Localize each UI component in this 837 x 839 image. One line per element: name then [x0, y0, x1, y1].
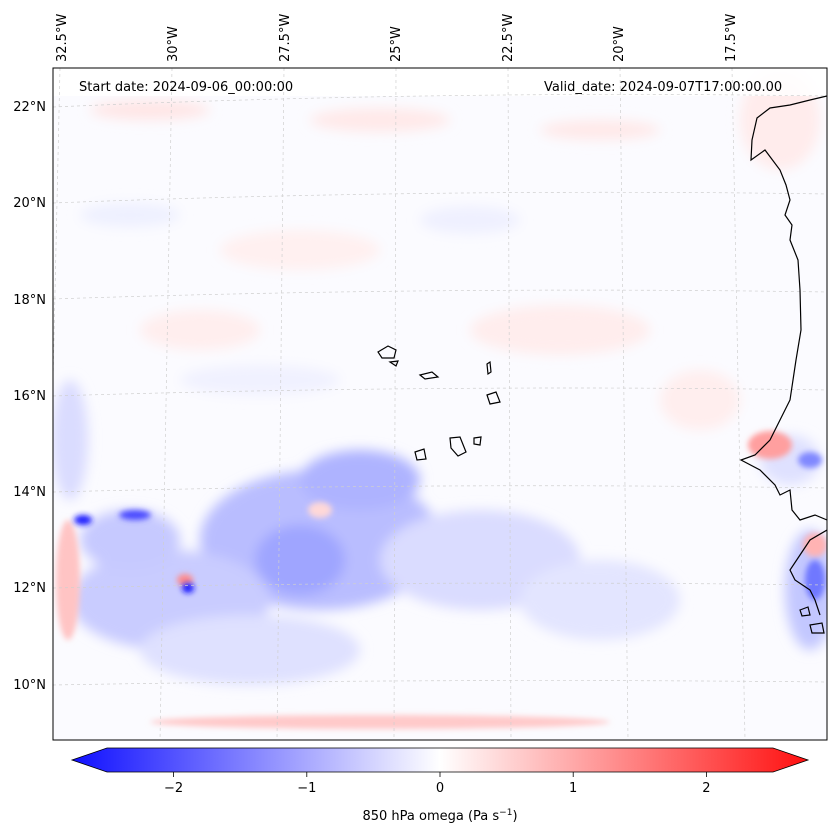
longitude-labels: 32.5°W 30°W 27.5°W 25°W 22.5°W 20°W 17.5…	[55, 14, 739, 62]
colorbar-tick-label: 1	[569, 781, 577, 796]
lon-label: 32.5°W	[55, 14, 70, 62]
lon-label: 17.5°W	[724, 14, 739, 62]
valid-date-label: Valid_date: 2024-09-07T17:00:00.00	[544, 80, 782, 95]
header-strip	[53, 68, 827, 96]
island-bijagos-1	[799, 606, 811, 617]
lat-label: 22°N	[13, 100, 46, 115]
island-maio	[473, 436, 482, 446]
lat-label: 10°N	[13, 678, 46, 693]
lat-label: 20°N	[13, 196, 46, 211]
island-sao-vicente	[388, 360, 399, 367]
colorbar-label: 850 hPa omega (Pa s−1)	[362, 808, 517, 824]
colorbar-bar	[70, 747, 810, 773]
lon-label: 27.5°W	[278, 14, 293, 62]
gridlines	[53, 68, 827, 740]
colorbar-tick-label: 2	[702, 781, 710, 796]
map-panel	[52, 67, 828, 741]
colorbar-tick-label: −1	[297, 781, 316, 796]
island-boa-vista	[486, 391, 501, 405]
lon-label: 25°W	[389, 26, 404, 62]
colorbar-tick-label: −2	[164, 781, 183, 796]
lon-label: 30°W	[166, 26, 181, 62]
island-sal	[486, 360, 492, 376]
latitude-labels: 22°N 20°N 18°N 16°N 14°N 12°N 10°N	[13, 100, 46, 693]
island-santiago	[449, 436, 467, 457]
colorbar: −2 −1 0 1 2 850 hPa omega (Pa s−1)	[70, 747, 810, 824]
omega-field	[53, 70, 827, 729]
southern-blue-region	[53, 380, 827, 685]
lat-label: 18°N	[13, 293, 46, 308]
start-date-label: Start date: 2024-09-06_00:00:00	[79, 80, 293, 95]
island-fogo	[414, 448, 427, 461]
colorbar-tick-label: 0	[436, 781, 444, 796]
colorbar-ticks: −2 −1 0 1 2	[164, 772, 711, 796]
lat-label: 14°N	[13, 485, 46, 500]
island-bijagos-2	[809, 622, 825, 634]
island-sao-nicolau	[418, 371, 440, 380]
africa-coastline	[739, 95, 827, 616]
lon-label: 22.5°W	[501, 14, 516, 62]
positive-omega-patches	[56, 431, 827, 729]
lat-label: 12°N	[13, 581, 46, 596]
island-santo-antao	[377, 345, 397, 359]
map-frame	[52, 67, 828, 741]
coastlines	[377, 95, 827, 634]
lat-label: 16°N	[13, 389, 46, 404]
lon-label: 20°W	[612, 26, 627, 62]
